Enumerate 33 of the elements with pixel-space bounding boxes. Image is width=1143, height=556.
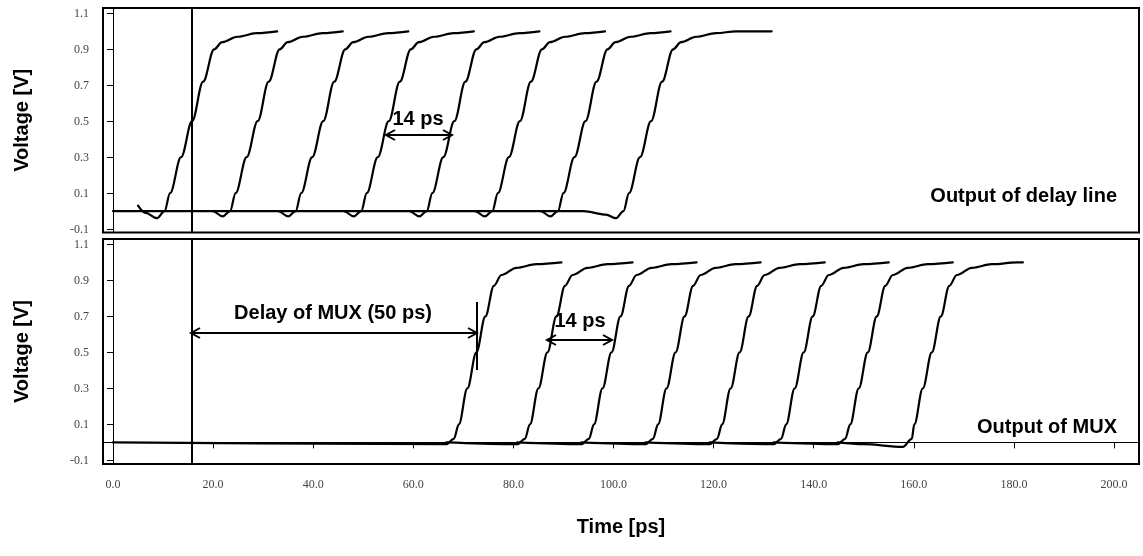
x-tick-label: 180.0 xyxy=(1000,477,1028,491)
y-tick-label: 0.5 xyxy=(74,114,89,129)
y-tick-label: 1.1 xyxy=(74,237,89,252)
x-tick-label: 200.0 xyxy=(1100,477,1128,491)
x-tick-label: 20.0 xyxy=(202,477,224,491)
y-tick-label: 0.9 xyxy=(74,273,89,288)
y-tick-label: 0.3 xyxy=(74,150,89,165)
y-tick-label: 0.9 xyxy=(74,42,89,57)
x-tick-label: 60.0 xyxy=(402,477,424,491)
x-tick-label: 120.0 xyxy=(700,477,728,491)
y-tick-label: -0.1 xyxy=(70,222,89,236)
x-tick-label: 40.0 xyxy=(302,477,324,491)
x-tick-label: 100.0 xyxy=(599,477,627,491)
y-tick-label: 0.7 xyxy=(74,309,89,324)
annotation: 14 ps xyxy=(554,309,606,331)
annotation: Delay of MUX (50 ps) xyxy=(234,301,432,323)
x-axis-title: Time [ps] xyxy=(576,515,666,537)
y-tick-label: 0.1 xyxy=(74,417,89,432)
y-axis-title: Voltage [V] xyxy=(10,300,32,403)
x-tick-label: 0.0 xyxy=(105,477,121,491)
y-tick-label: 0.3 xyxy=(74,381,89,396)
annotation: Output of delay line xyxy=(930,183,1117,206)
y-axis-title: Voltage [V] xyxy=(10,68,32,172)
x-tick-label: 80.0 xyxy=(502,477,524,491)
y-tick-label: 1.1 xyxy=(74,6,89,21)
y-tick-label: 0.7 xyxy=(74,78,89,93)
x-tick-label: 140.0 xyxy=(800,477,828,491)
y-tick-label: 0.5 xyxy=(74,345,89,360)
x-tick-label: 160.0 xyxy=(900,477,928,491)
annotation: Output of MUX xyxy=(977,415,1118,437)
y-tick-label: 0.1 xyxy=(74,186,89,201)
annotation: 14 ps xyxy=(392,107,444,129)
y-tick-label: -0.1 xyxy=(70,453,89,468)
